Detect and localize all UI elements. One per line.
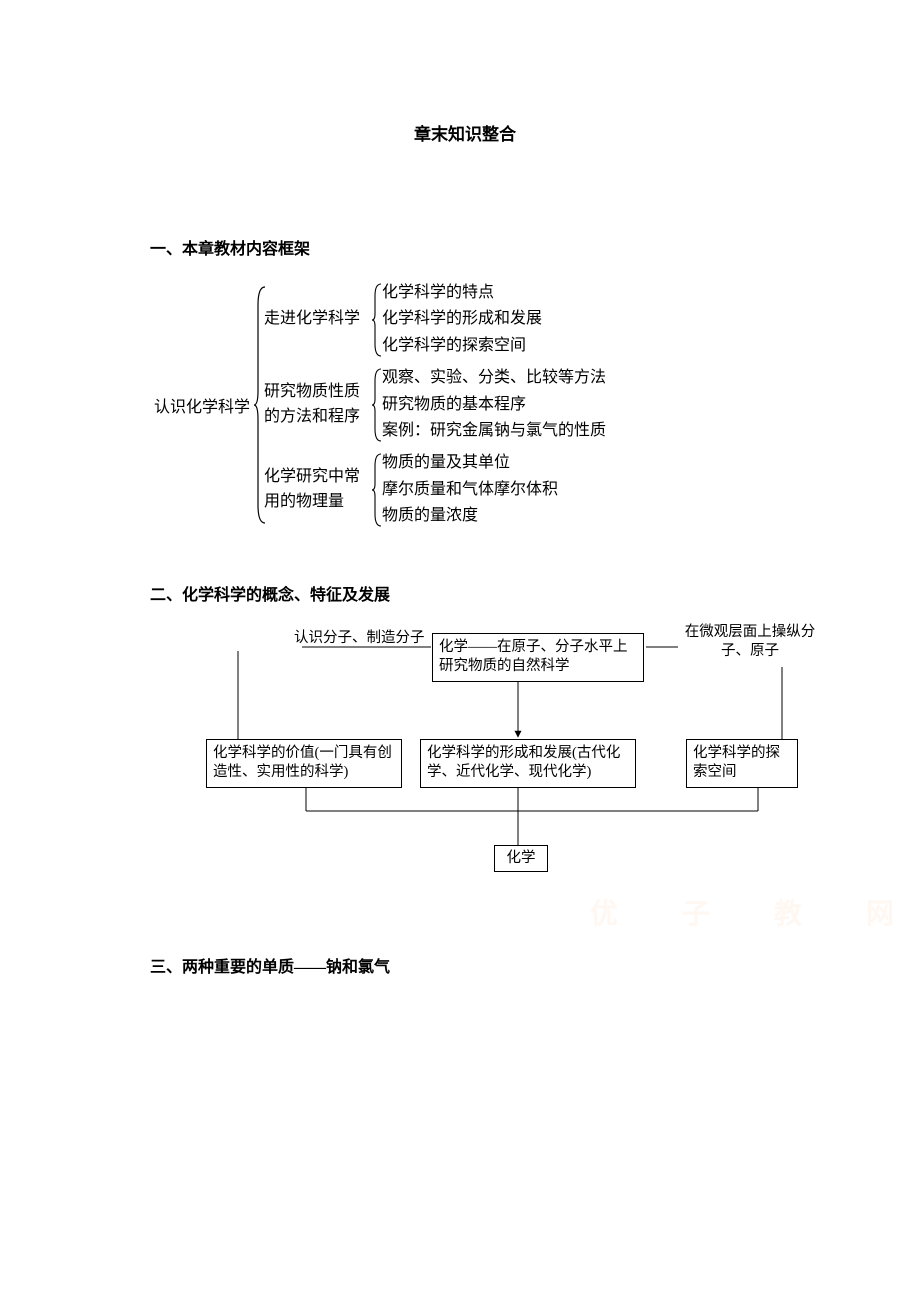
flow-box-bottom: 化学 [494,845,548,873]
flow-box-mid: 化学科学的形成和发展(古代化学、近代化学、现代化学) [420,739,636,788]
branch-label: 研究物质性质的方法和程序 [264,380,372,430]
flow-box-left: 化学科学的价值(一门具有创造性、实用性的科学) [206,739,402,788]
tree-leaf: 化学科学的形成和发展 [382,306,542,332]
section3-heading: 三、两种重要的单质——钠和氯气 [150,953,780,977]
tree-root-label: 认识化学科学 [154,393,250,417]
flow-label-top-left: 认识分子、制造分子 [294,629,454,649]
tree-leaf: 化学科学的探索空间 [382,333,542,359]
flow-box-upper: 化学——在原子、分子水平上研究物质的自然科学 [432,633,644,682]
flowchart: 认识分子、制造分子 在微观层面上操纵分子、原子 化学——在原子、分子水平上研究物… [206,623,826,883]
branch-label: 走进化学科学 [264,307,372,332]
section2-heading: 二、化学科学的概念、特征及发展 [150,581,780,605]
brace-icon [372,367,382,443]
tree-leaf: 观察、实验、分类、比较等方法 [382,365,606,391]
tree-leaf: 摩尔质量和气体摩尔体积 [382,477,558,503]
flow-label-top-right: 在微观层面上操纵分子、原子 [680,623,820,662]
tree-leaf: 案例：研究金属钠与氯气的性质 [382,418,606,444]
tree-leaf: 物质的量及其单位 [382,450,558,476]
tree-branch: 走进化学科学 化学科学的特点 化学科学的形成和发展 化学科学的探索空间 [264,280,606,359]
tree-leaf: 物质的量浓度 [382,503,558,529]
brace-icon [254,285,264,525]
tree-leaf: 化学科学的特点 [382,280,542,306]
brace-icon [372,452,382,528]
brace-icon [372,282,382,358]
branch-label: 化学研究中常用的物理量 [264,465,372,515]
tree-diagram: 认识化学科学 走进化学科学 化学科学的特点 化学科学的形成和发展 化学科学的探索… [154,277,780,533]
tree-leaf: 研究物质的基本程序 [382,392,606,418]
tree-branch: 化学研究中常用的物理量 物质的量及其单位 摩尔质量和气体摩尔体积 物质的量浓度 [264,450,606,529]
flow-box-right: 化学科学的探索空间 [686,739,798,788]
section1-heading: 一、本章教材内容框架 [150,235,780,259]
tree-branch: 研究物质性质的方法和程序 观察、实验、分类、比较等方法 研究物质的基本程序 案例… [264,365,606,444]
page-title: 章末知识整合 [150,120,780,145]
